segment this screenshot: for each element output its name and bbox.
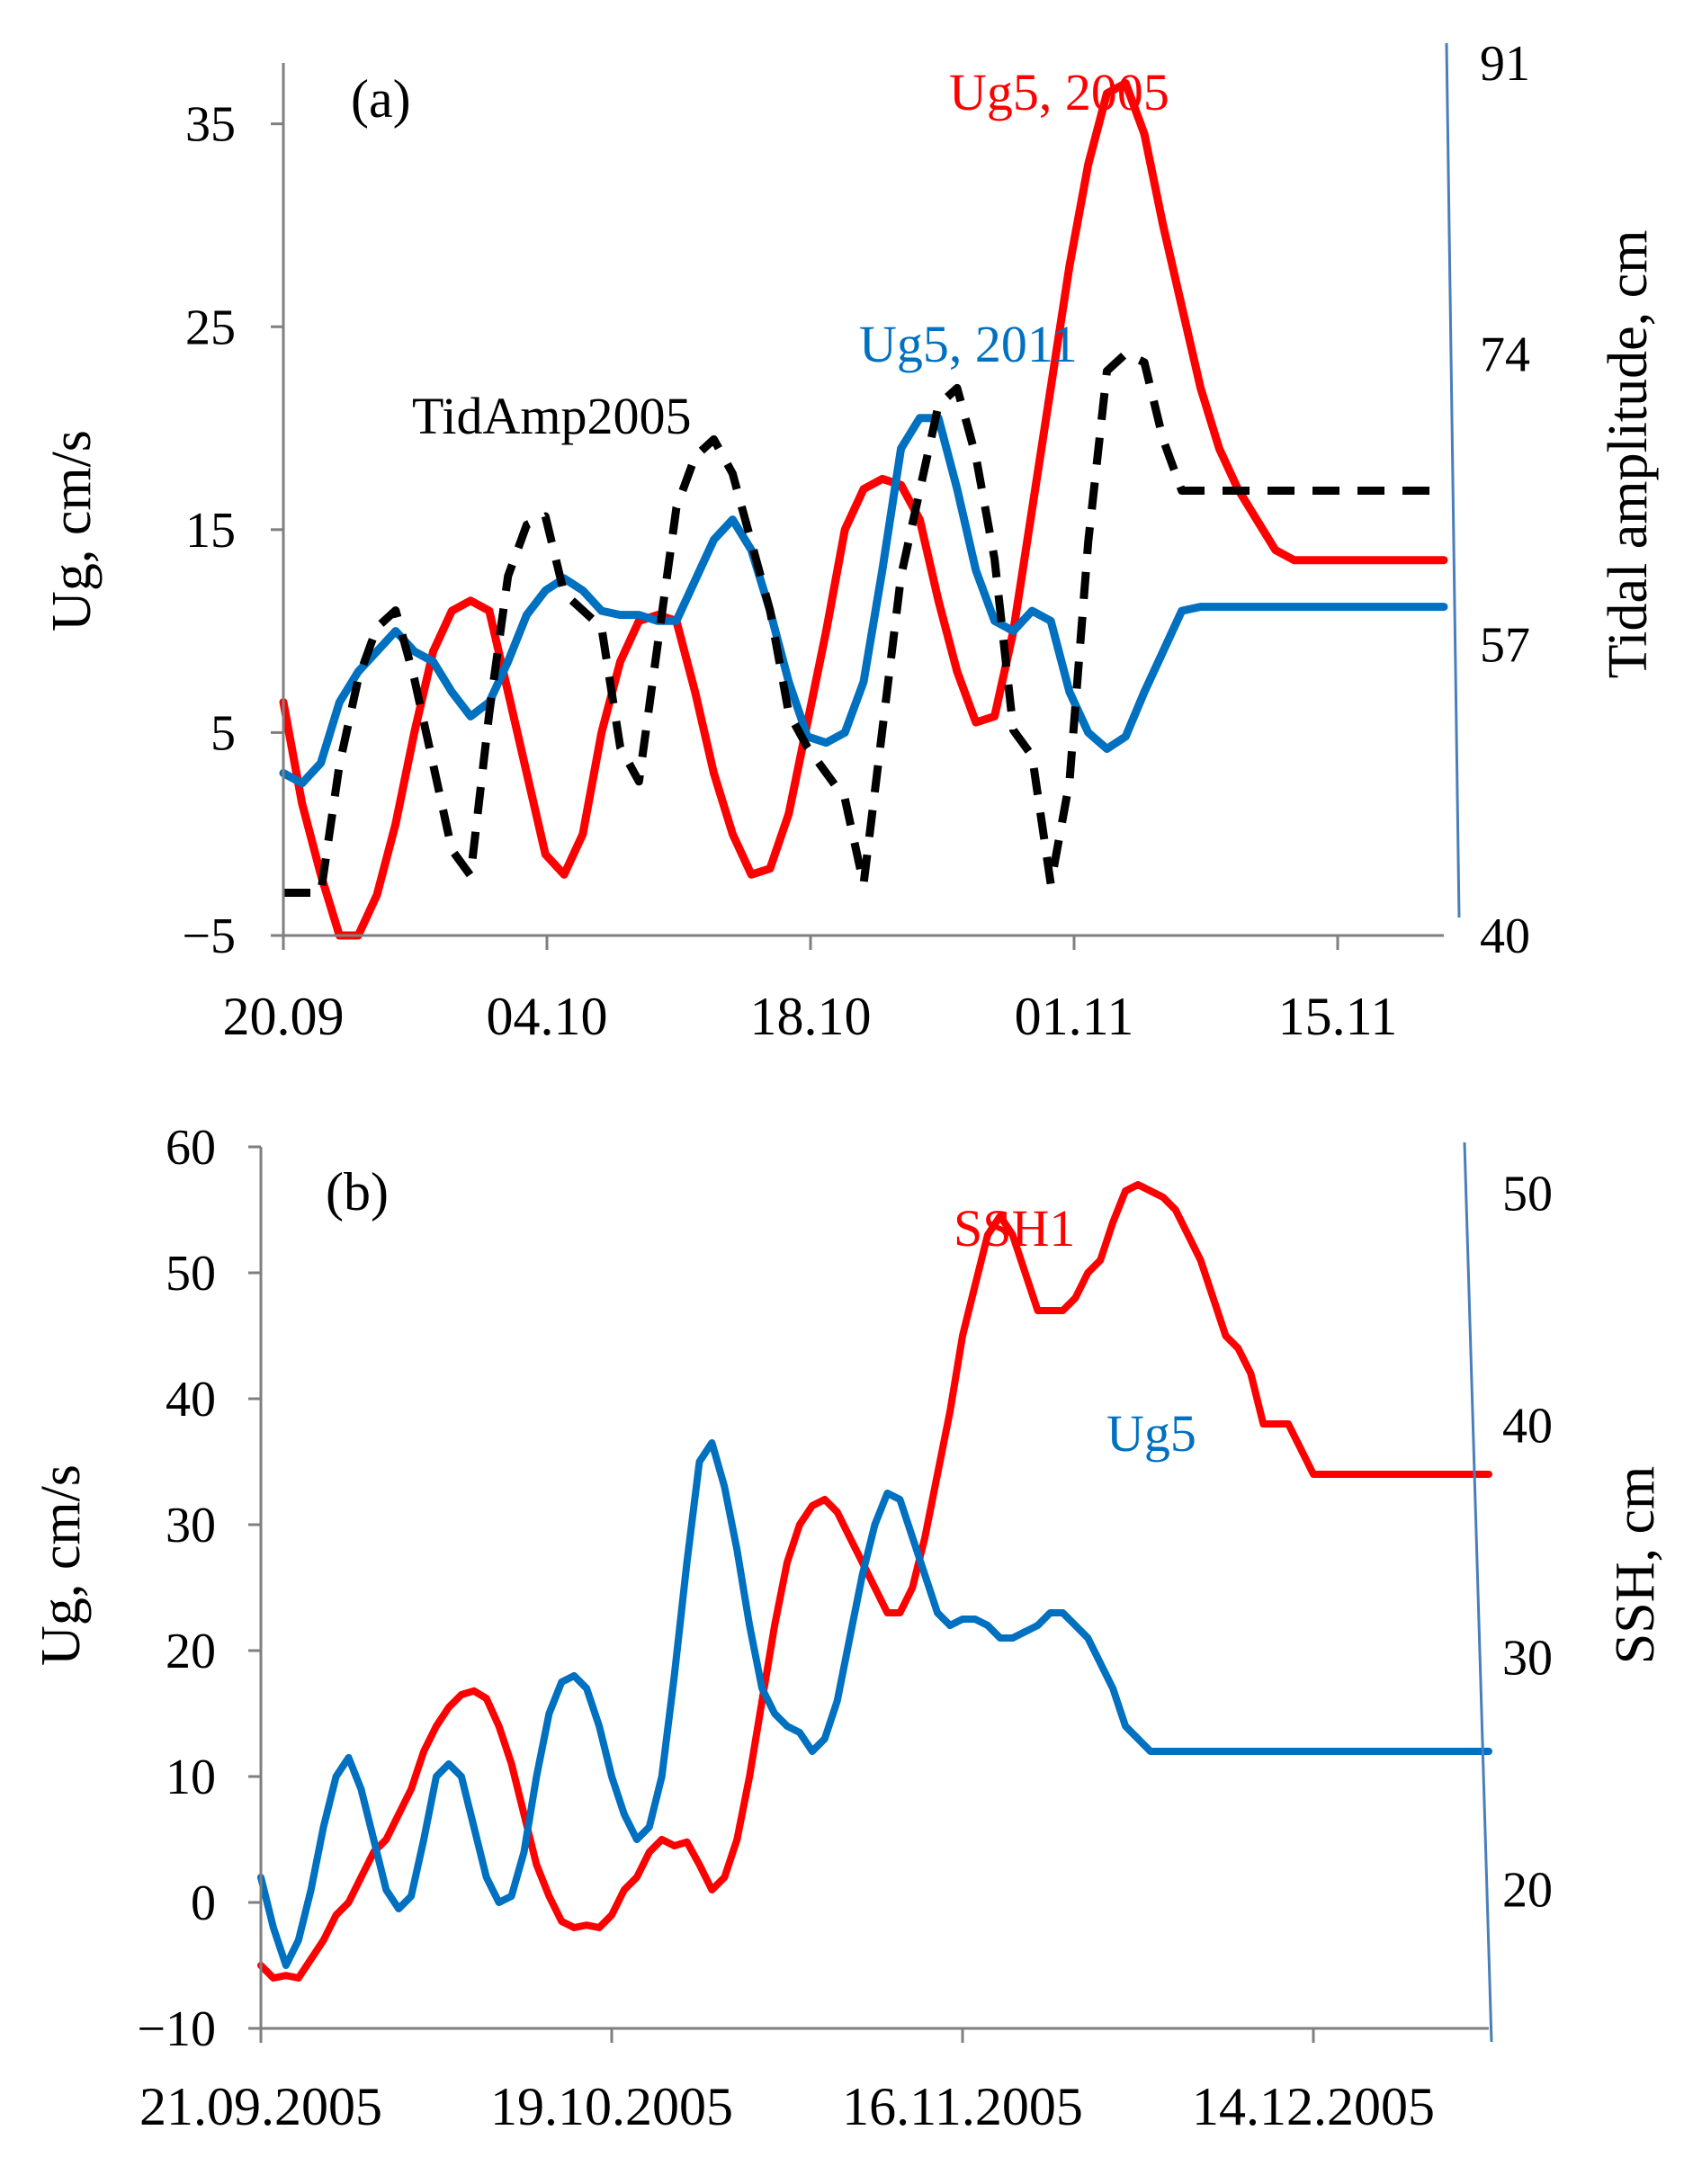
x-tick-label: 14.12.2005 <box>1192 2077 1435 2136</box>
y2-tick-label: 40 <box>1480 909 1530 964</box>
y2-tick-label: 57 <box>1480 618 1530 674</box>
series-line-ssh1 <box>257 1181 1492 1982</box>
x-tick-label: 20.09 <box>223 987 345 1046</box>
x-tick-label: 16.11.2005 <box>842 2077 1083 2136</box>
y-tick-label: 35 <box>185 97 236 153</box>
y-axis-title-b: Ug, cm/s <box>31 1464 92 1666</box>
x-tick-label: 04.10 <box>487 987 608 1046</box>
y-tick-label: −10 <box>137 2001 216 2057</box>
panel-label-b: (b) <box>326 1162 389 1222</box>
y-tick-label: 60 <box>166 1120 216 1176</box>
y2-axis-title-b: SSH, cm <box>1605 1466 1666 1664</box>
panel-b: 60 50 40 30 20 10 0 −10 50 40 30 20 21.09.2005 19.10.… <box>31 1120 1666 2136</box>
y2-tick-label: 91 <box>1480 36 1530 92</box>
series-line-ug5-2011 <box>279 414 1448 788</box>
y-tick-label: 5 <box>211 705 236 761</box>
y2-axis-line <box>1463 1141 1493 2043</box>
y-tick-label: −5 <box>182 909 236 964</box>
y2-axis-title-a: Tidal amplitude, cm <box>1598 230 1659 679</box>
y-axis-title-a: Ug, cm/s <box>41 430 103 631</box>
series-label-ug5-2011: Ug5, 2011 <box>859 315 1078 373</box>
x-tick-label: 01.11 <box>1015 987 1134 1046</box>
y-tick-label: 30 <box>166 1498 216 1553</box>
y-tick-label: 0 <box>191 1875 216 1931</box>
y2-axis-line <box>1445 42 1461 918</box>
y2-tick-label: 50 <box>1502 1167 1553 1222</box>
x-tick-label: 15.11 <box>1278 987 1398 1046</box>
y2-tick-label: 20 <box>1502 1862 1553 1918</box>
y-tick-label: 40 <box>166 1372 216 1428</box>
y-tick-label: 10 <box>166 1750 216 1805</box>
series-label-tidamp2005: TidAmp2005 <box>412 387 692 445</box>
y-tick-label: 20 <box>166 1624 216 1679</box>
y-tick-label: 50 <box>166 1246 216 1302</box>
series-line-ug5 <box>257 1439 1492 1969</box>
y-tick-label: 25 <box>185 300 236 355</box>
x-tick-label: 21.09.2005 <box>139 2077 382 2136</box>
x-tick-label: 18.10 <box>750 987 872 1046</box>
y2-tick-label: 30 <box>1502 1630 1553 1686</box>
x-tick-label: 19.10.2005 <box>490 2077 733 2136</box>
y-tick-label: 15 <box>185 503 236 559</box>
series-label-ug5-2005: Ug5, 2005 <box>949 63 1169 121</box>
y2-tick-label: 74 <box>1480 327 1530 382</box>
y2-tick-label: 40 <box>1502 1398 1553 1454</box>
series-line-ug5-2005 <box>279 79 1448 940</box>
panel-label-a: (a) <box>351 69 411 129</box>
series-label-ssh1: SSH1 <box>954 1199 1075 1258</box>
panel-a: 35 25 15 5 −5 91 74 57 40 20.09 04.10 18.10 01.11 15.… <box>41 36 1659 1046</box>
series-label-ug5: Ug5 <box>1106 1404 1196 1463</box>
